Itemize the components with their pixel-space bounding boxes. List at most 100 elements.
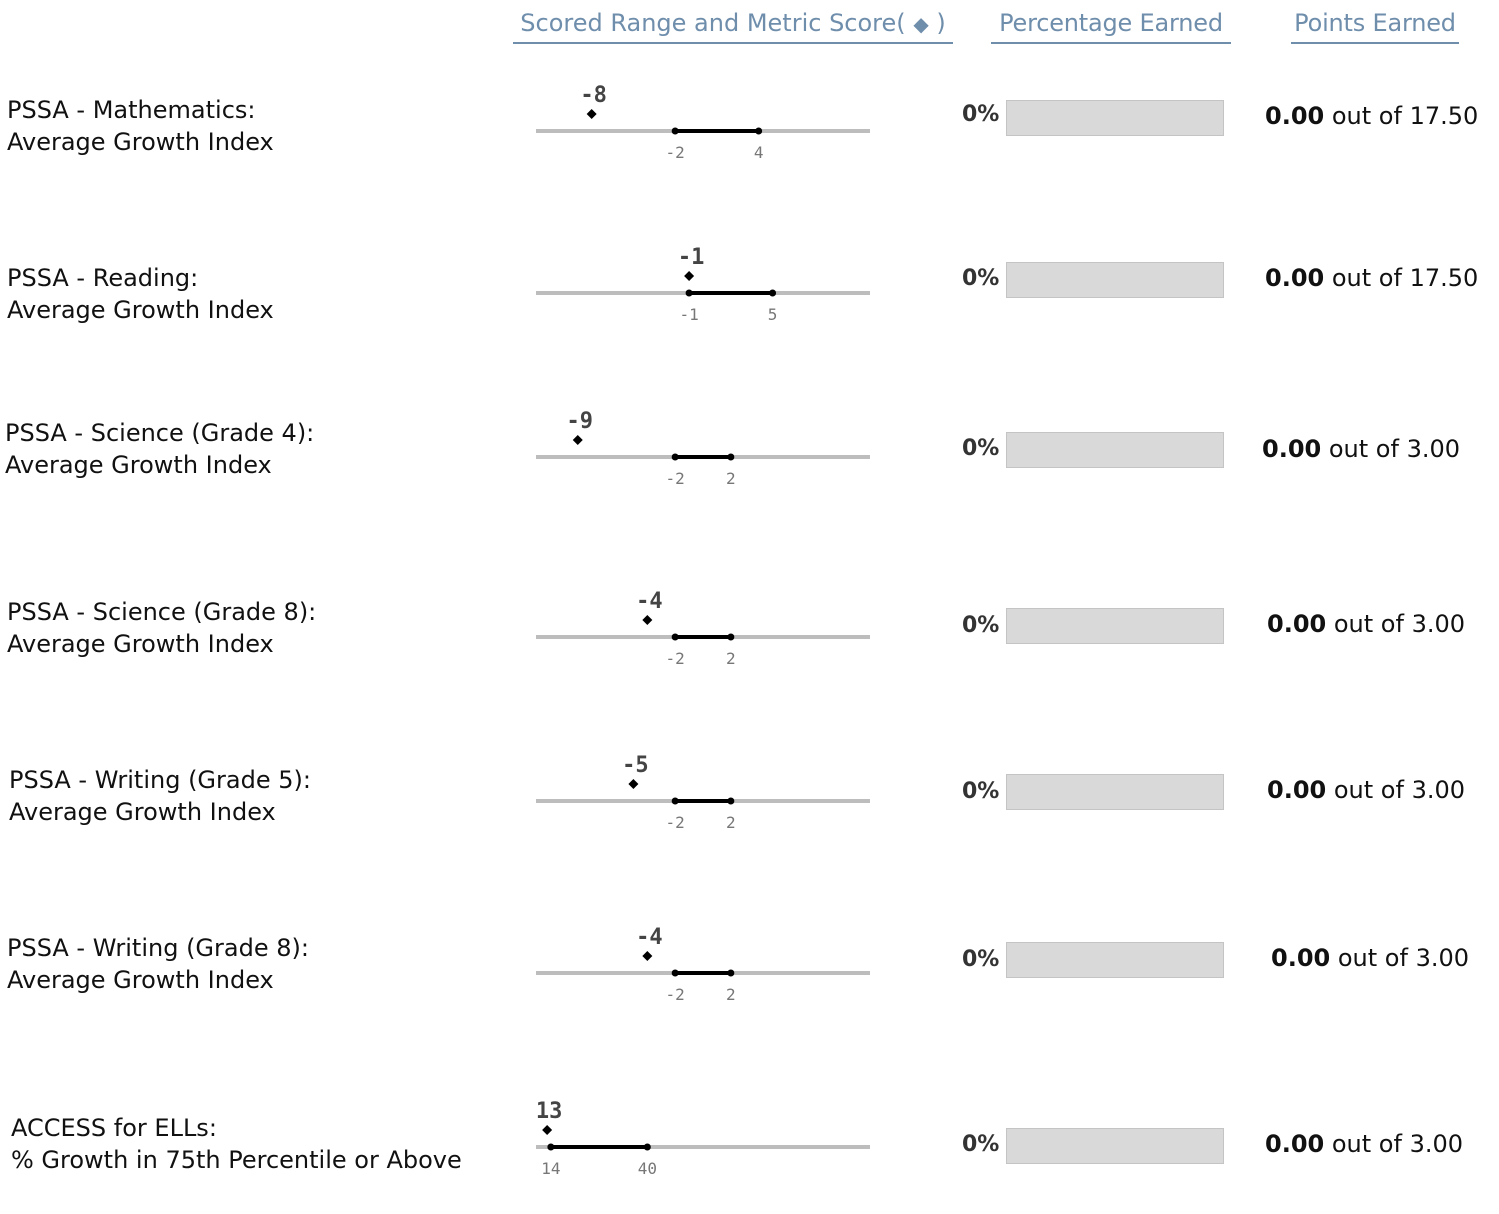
header-points-earned: Points Earned	[1291, 6, 1459, 44]
range-low-label: -2	[666, 649, 685, 668]
metric-score-diamond-icon	[572, 435, 583, 445]
percentage-earned-bar	[1006, 608, 1224, 644]
points-earned-value: 0.00	[1262, 435, 1322, 463]
range-low-endpoint	[671, 453, 679, 461]
metric-score-label: -9	[567, 409, 594, 434]
range-high-endpoint	[727, 797, 735, 805]
range-high-label: 2	[726, 985, 736, 1004]
metric-row: PSSA - Writing (Grade 5): Average Growth …	[0, 748, 1499, 868]
points-earned-value: 0.00	[1271, 944, 1331, 972]
metric-label: PSSA - Writing (Grade 5): Average Growth …	[9, 764, 311, 828]
points-possible-value: 3.00	[1415, 944, 1470, 972]
metric-row: PSSA - Science (Grade 4): Average Growth …	[0, 404, 1499, 524]
range-high-label: 5	[768, 305, 778, 324]
points-earned-value: 0.00	[1267, 610, 1327, 638]
percentage-earned-value: 0%	[962, 436, 1000, 461]
percentage-earned-bar	[1006, 942, 1224, 978]
points-earned-value: 0.00	[1267, 776, 1327, 804]
metric-score-label: -5	[622, 753, 649, 778]
metric-score-label: -4	[636, 589, 663, 614]
percentage-earned-bar	[1006, 1128, 1224, 1164]
metric-label: PSSA - Writing (Grade 8): Average Growth …	[7, 932, 309, 996]
percentage-earned-bar	[1006, 100, 1224, 136]
points-earned: 0.00 out of 3.00	[1267, 608, 1465, 640]
score-range-chart: 14 40 13	[536, 1099, 870, 1178]
points-earned: 0.00 out of 3.00	[1262, 433, 1460, 465]
points-earned-value: 0.00	[1265, 102, 1325, 130]
points-earned: 0.00 out of 17.50	[1265, 100, 1478, 132]
range-low-label: -2	[666, 985, 685, 1004]
metric-label-line2: Average Growth Index	[7, 966, 274, 994]
points-possible-value: 3.00	[1409, 1130, 1464, 1158]
metric-score-label: 13	[536, 1099, 563, 1124]
percentage-earned-value: 0%	[962, 1132, 1000, 1157]
range-low-label: -2	[666, 143, 685, 162]
metric-label-line1: PSSA - Science (Grade 8):	[7, 598, 317, 626]
points-earned: 0.00 out of 3.00	[1267, 774, 1465, 806]
metric-label: PSSA - Reading: Average Growth Index	[7, 262, 274, 326]
percentage-earned-bar	[1006, 774, 1224, 810]
points-out-of-text: out of	[1328, 435, 1399, 463]
header-paren-open: (	[896, 9, 906, 37]
metric-score-label: -8	[580, 83, 607, 108]
metric-label-line2: Average Growth Index	[7, 296, 274, 324]
metric-label-line2: Average Growth Index	[5, 451, 272, 479]
score-range-scale: -2 2 -9	[536, 404, 870, 524]
score-range-scale: -2 2 -4	[536, 584, 870, 704]
header-percentage-earned: Percentage Earned	[991, 6, 1231, 44]
header-scored-range-label: Scored Range and Metric Score	[520, 9, 897, 37]
range-low-label: -1	[679, 305, 698, 324]
points-out-of-text: out of	[1337, 944, 1408, 972]
points-earned-value: 0.00	[1265, 1130, 1325, 1158]
score-range-chart: -2 2 -4	[536, 589, 870, 668]
points-out-of-text: out of	[1333, 776, 1404, 804]
metric-label-line2: Average Growth Index	[7, 630, 274, 658]
metric-score-diamond-icon	[684, 271, 695, 281]
range-low-endpoint	[671, 969, 679, 977]
range-high-label: 2	[726, 469, 736, 488]
metric-score-diamond-icon	[542, 1125, 553, 1135]
metric-score-label: -4	[636, 925, 663, 950]
score-range-chart: -2 2 -5	[536, 753, 870, 832]
points-possible-value: 3.00	[1411, 610, 1466, 638]
points-possible-value: 3.00	[1411, 776, 1466, 804]
points-earned: 0.00 out of 17.50	[1265, 262, 1478, 294]
diamond-legend-icon: ◆	[913, 12, 929, 36]
percentage-earned-value: 0%	[962, 613, 1000, 638]
range-low-endpoint	[671, 633, 679, 641]
points-earned: 0.00 out of 3.00	[1271, 942, 1469, 974]
score-range-scale: -2 2 -5	[536, 748, 870, 868]
range-high-endpoint	[727, 969, 735, 977]
percentage-earned-bar	[1006, 262, 1224, 298]
header-paren-close: )	[936, 9, 946, 37]
score-range-scale: -2 4 -8	[536, 78, 870, 198]
points-out-of-text: out of	[1331, 102, 1402, 130]
metric-label-line2: % Growth in 75th Percentile or Above	[11, 1146, 462, 1174]
metric-label: PSSA - Science (Grade 4): Average Growth …	[5, 417, 314, 481]
metric-score-diamond-icon	[586, 109, 597, 119]
range-high-endpoint	[727, 633, 735, 641]
metric-score-label: -1	[678, 245, 705, 270]
metric-row: PSSA - Mathematics: Average Growth Index -…	[0, 78, 1499, 198]
range-low-label: 14	[541, 1159, 560, 1178]
metric-row: PSSA - Science (Grade 8): Average Growth …	[0, 584, 1499, 704]
metric-label-line2: Average Growth Index	[9, 798, 276, 826]
metric-score-diamond-icon	[642, 615, 653, 625]
metric-label-line1: PSSA - Science (Grade 4):	[5, 419, 315, 447]
range-high-label: 2	[726, 649, 736, 668]
points-possible-value: 3.00	[1406, 435, 1461, 463]
metric-label-line2: Average Growth Index	[7, 128, 274, 156]
score-range-chart: -2 2 -9	[536, 409, 870, 488]
metric-label-line1: PSSA - Writing (Grade 8):	[7, 934, 309, 962]
range-low-endpoint	[671, 797, 679, 805]
score-range-scale: -2 2 -4	[536, 920, 870, 1040]
metric-label: PSSA - Science (Grade 8): Average Growth …	[7, 596, 316, 660]
metric-row: PSSA - Reading: Average Growth Index -1 5 -1…	[0, 240, 1499, 360]
range-low-label: -2	[666, 469, 685, 488]
metric-row: PSSA - Writing (Grade 8): Average Growth …	[0, 920, 1499, 1040]
points-out-of-text: out of	[1333, 610, 1404, 638]
percentage-earned-value: 0%	[962, 266, 1000, 291]
score-range-scale: 14 40 13	[536, 1094, 870, 1214]
metric-label-line1: PSSA - Mathematics:	[7, 96, 256, 124]
metric-label: PSSA - Mathematics: Average Growth Index	[7, 94, 274, 158]
